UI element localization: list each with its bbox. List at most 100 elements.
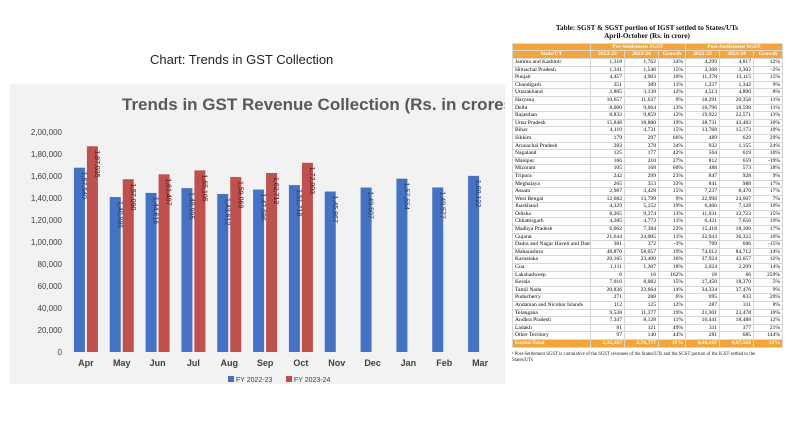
state-name-cell: Jharkhand [512, 202, 591, 211]
value-cell: 24,005 [624, 232, 659, 242]
table-row: Tamil Nadu 20,836 23,664 14% 34,334 37,476 9% [512, 285, 784, 295]
state-name-cell: Manipur [512, 156, 591, 166]
value-cell: 48,870 [590, 247, 625, 257]
value-cell: 24,607 [719, 194, 755, 204]
value-cell: 168 [624, 164, 659, 173]
state-name-cell: Bihar [512, 126, 591, 135]
value-cell: 4,457 [590, 73, 625, 82]
value-cell: 23,664 [624, 285, 659, 295]
value-cell: 351 [590, 80, 625, 90]
value-cell: 20,165 [590, 255, 625, 265]
value-cell: 58,057 [624, 247, 659, 257]
table-row: Dadra and Nagar Haveli and Daman and Diu… [512, 240, 784, 249]
value-cell: 9% [657, 194, 687, 204]
state-name-cell: Karnataka [512, 255, 591, 265]
value-cell: 42,482 [719, 118, 755, 128]
state-name-cell: Chandigarh [512, 80, 591, 90]
value-cell: 8% [753, 301, 784, 310]
y-tick-label: 1,00,000 [31, 238, 63, 247]
value-cell: 2,805 [590, 88, 625, 97]
value-cell: 177 [624, 149, 659, 158]
value-cell: 606 [719, 240, 755, 249]
value-cell: 144% [753, 331, 784, 340]
value-cell: 105 [590, 164, 625, 173]
state-name-cell: Meghalaya [512, 179, 591, 189]
data-label: 1,43,612 [223, 198, 230, 225]
value-cell: 13% [657, 209, 687, 219]
value-cell: 988 [719, 179, 755, 189]
x-tick-label: Dec [364, 358, 381, 368]
value-cell: 10% [753, 126, 784, 135]
value-cell: 32,943 [685, 232, 721, 242]
value-cell: 1,762 [624, 58, 659, 67]
total-value-cell: 2,35,167 [590, 338, 625, 348]
value-cell: 489 [685, 133, 721, 143]
x-tick-label: Sep [257, 358, 274, 368]
bar-fy2023-24 [301, 162, 313, 352]
table-row: Goa 1,111 1,307 18% 2,024 2,299 14% [512, 263, 784, 272]
value-cell: 23,478 [719, 308, 755, 318]
value-cell: 13,115 [719, 73, 755, 82]
bar-fy2023-24 [266, 173, 278, 352]
state-name-cell: Jammu and Kashmir [512, 58, 591, 67]
y-tick-label: 20,000 [38, 326, 63, 335]
bar-fy2022-23 [217, 194, 229, 352]
x-tick-label: Aug [221, 358, 239, 368]
y-tick-label: 0 [58, 348, 63, 357]
table-row: Assam 2,987 3,428 15% 7,237 8,470 17% [512, 187, 784, 196]
data-label: 1,60,122 [474, 180, 481, 207]
value-cell: 4,513 [685, 88, 721, 97]
bar-fy2023-24 [122, 179, 134, 352]
legend-swatch [286, 376, 292, 382]
data-label: 1,72,003 [308, 167, 315, 194]
value-cell: 281 [685, 331, 721, 340]
value-cell: 7% [753, 194, 784, 204]
table-row: Meghalaya 265 353 33% 841 988 17% [512, 179, 784, 189]
table-row: Delhi 8,000 9,064 13% 16,796 18,598 11% [512, 103, 784, 113]
value-cell: 42% [657, 149, 687, 158]
col-header: Growth [657, 50, 687, 59]
table-row: Jammu and Kashmir 1,318 1,762 34% 4,299 4,817… [512, 58, 784, 67]
value-cell: 573 [719, 164, 755, 173]
bar-fy2022-23 [181, 188, 193, 352]
value-cell: 372 [624, 240, 659, 249]
legend-label: FY 2023-24 [294, 377, 331, 384]
value-cell: 29% [753, 133, 784, 143]
data-label: 1,40,885 [116, 201, 123, 228]
value-cell: 10% [753, 232, 784, 242]
table-row: Chandigarh 351 389 11% 1,227 1,342 9% [512, 80, 784, 90]
table-row: Punjab 4,457 4,903 10% 11,378 13,115 15% [512, 73, 784, 82]
state-name-cell: Telangana [512, 308, 591, 318]
total-value-cell: 2,76,777 [624, 338, 659, 348]
value-cell: 4,773 [624, 217, 659, 227]
value-cell: 1,318 [590, 58, 625, 67]
table-row: Nagaland 125 177 42% 564 619 10% [512, 149, 784, 158]
data-label: 1,61,497 [165, 178, 172, 205]
value-cell: 24% [753, 141, 784, 151]
y-tick-label: 1,60,000 [31, 172, 63, 181]
value-cell: 7,128 [719, 202, 755, 211]
table-row: Telangana 9,538 11,377 19% 21,301 23,478 10% [512, 308, 784, 318]
value-cell: 11,378 [685, 73, 721, 82]
value-cell: 125 [590, 149, 625, 158]
value-cell: 18% [753, 164, 784, 173]
state-name-cell: Tripura [512, 171, 591, 181]
value-cell: 81 [590, 323, 625, 333]
value-cell: 9% [753, 80, 784, 90]
value-cell: 15,418 [685, 225, 721, 234]
bar-fy2022-23 [145, 192, 157, 352]
value-cell: 13,799 [624, 194, 659, 204]
value-cell: 23% [657, 171, 687, 181]
sgst-table: Pre-Settlement SGST Post-Settlement SGST… [512, 42, 784, 348]
value-cell: 4,285 [590, 217, 625, 227]
value-cell: 14% [753, 247, 784, 257]
value-cell: 4,731 [624, 126, 659, 135]
value-cell: 7,347 [590, 316, 625, 325]
value-cell: 16,441 [685, 316, 721, 325]
table-footnote: ¹ Post-Settlement SGST is cumulative of … [512, 351, 756, 363]
value-cell: -19% [753, 156, 784, 166]
value-cell: 6 [590, 270, 625, 280]
value-cell: 13% [657, 103, 687, 113]
value-cell: 19,922 [685, 111, 721, 120]
value-cell: 18,488 [719, 316, 755, 325]
